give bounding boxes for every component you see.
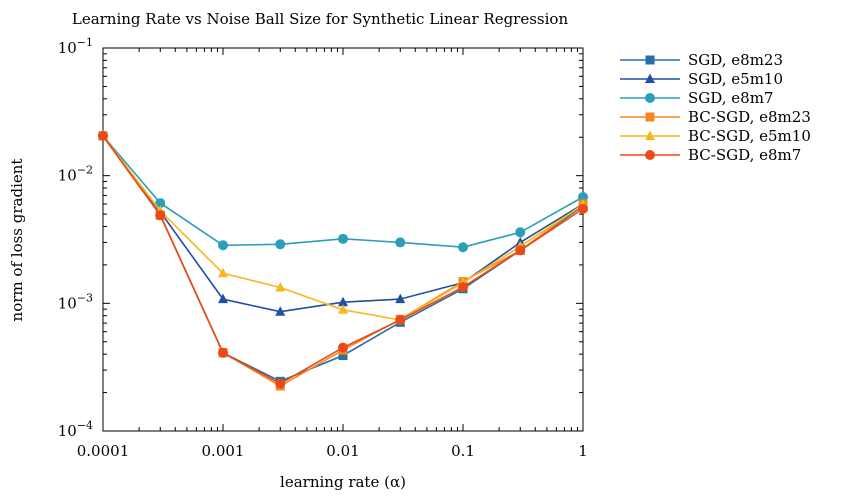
y-tick-label: 10−2 — [58, 164, 93, 185]
data-point — [98, 130, 108, 141]
y-tick-base: 10 — [58, 167, 77, 185]
legend-swatch-marker — [645, 55, 655, 65]
legend-swatch-marker — [645, 112, 655, 122]
series-line — [102, 135, 584, 321]
data-point — [395, 237, 406, 248]
series-bc-sgd-e8m7 — [98, 130, 588, 389]
legend-label: SGD, e8m7 — [688, 89, 773, 107]
y-axis-label: norm of loss gradient — [8, 159, 26, 322]
legend-item: BC-SGD, e5m10 — [620, 127, 811, 145]
legend-swatch-marker — [645, 150, 655, 160]
legend-label: SGD, e5m10 — [688, 70, 783, 88]
data-point — [275, 282, 286, 292]
x-tick-label: 0.1 — [451, 442, 475, 460]
data-point — [458, 242, 468, 253]
series-sgd-e8m7 — [98, 130, 588, 253]
data-point — [218, 347, 228, 358]
y-tick-base: 10 — [58, 294, 77, 312]
data-point — [395, 293, 406, 304]
data-point — [395, 315, 406, 326]
legend-swatch-marker — [645, 73, 655, 83]
legend-label: SGD, e8m23 — [688, 51, 783, 69]
y-tick-base: 10 — [58, 39, 77, 57]
data-point — [218, 240, 228, 251]
data-point — [338, 304, 348, 314]
y-tick-label: 10−1 — [58, 36, 93, 57]
legend-swatch-marker — [645, 93, 655, 103]
x-axis-label: learning rate (α) — [280, 473, 406, 491]
legend-item: SGD, e8m7 — [620, 89, 773, 107]
legend-label: BC-SGD, e8m7 — [688, 146, 801, 164]
y-tick-exponent: −2 — [77, 164, 93, 177]
x-tick-label: 1 — [578, 442, 588, 460]
data-point — [458, 282, 468, 293]
y-tick-exponent: −1 — [77, 36, 93, 49]
legend-item: BC-SGD, e8m7 — [620, 146, 801, 164]
data-point — [578, 203, 588, 214]
legend-item: SGD, e5m10 — [620, 70, 783, 88]
y-tick-label: 10−4 — [58, 419, 93, 440]
x-tick-label: 0.001 — [202, 442, 245, 460]
y-tick-label: 10−3 — [58, 291, 93, 312]
y-tick-base: 10 — [58, 422, 77, 440]
data-point — [338, 342, 348, 353]
legend-item: SGD, e8m23 — [620, 51, 783, 69]
y-axis-ticks: 10−410−310−210−1 — [58, 36, 583, 440]
data-point — [275, 239, 286, 250]
y-tick-exponent: −3 — [77, 291, 93, 304]
data-point — [155, 198, 166, 209]
legend-swatch-marker — [645, 130, 655, 140]
x-tick-label: 0.01 — [326, 442, 359, 460]
data-point — [338, 233, 348, 244]
x-axis-ticks: 0.0001 0.001 0.01 0.1 1 — [77, 48, 588, 460]
data-point — [515, 245, 526, 256]
data-point — [218, 293, 228, 304]
series-line — [102, 135, 584, 249]
series-line — [102, 135, 584, 313]
legend-label: BC-SGD, e5m10 — [688, 127, 811, 145]
x-tick-label: 0.0001 — [77, 442, 130, 460]
legend-label: BC-SGD, e8m23 — [688, 108, 811, 126]
data-point — [338, 351, 348, 361]
legend-item: BC-SGD, e8m23 — [620, 108, 811, 126]
series-layer — [98, 130, 588, 391]
data-point — [338, 296, 348, 307]
data-point — [275, 378, 286, 389]
chart-title: Learning Rate vs Noise Ball Size for Syn… — [72, 10, 569, 28]
y-tick-exponent: −4 — [77, 419, 93, 432]
data-point — [155, 210, 166, 221]
data-point — [275, 306, 286, 316]
data-point — [218, 267, 228, 278]
data-point — [515, 227, 526, 238]
